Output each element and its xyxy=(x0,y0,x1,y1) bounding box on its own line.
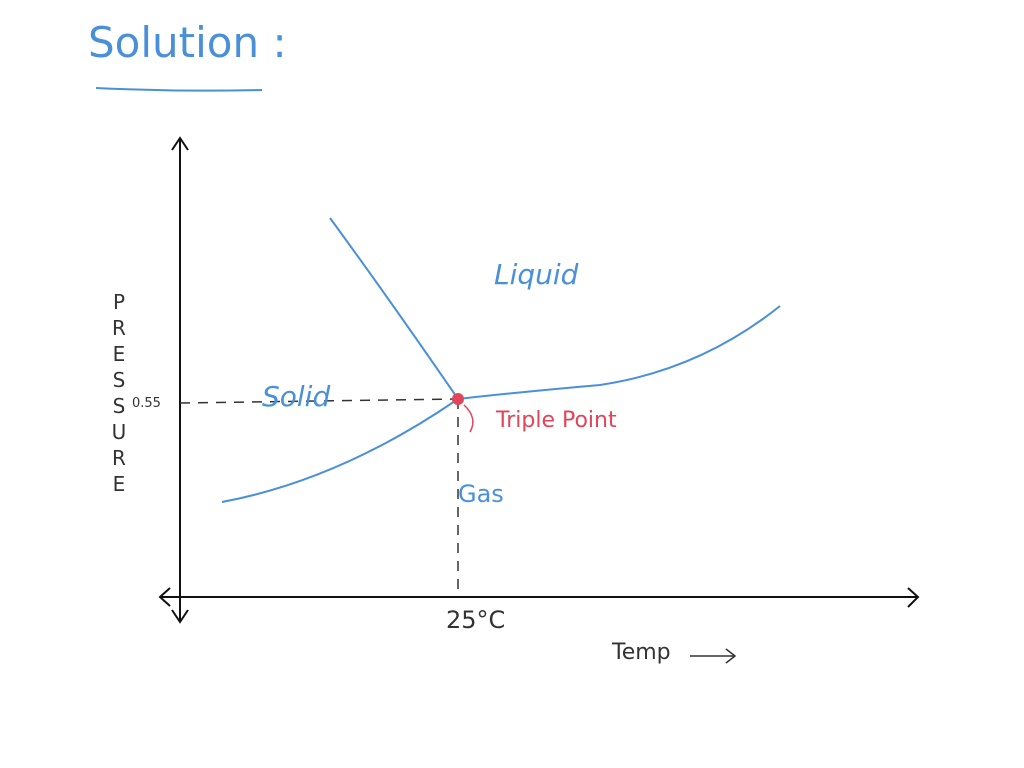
x-axis-arrows xyxy=(158,587,920,608)
y-marker: 0.55 xyxy=(132,396,161,411)
gas-label: Gas xyxy=(458,480,504,508)
title-underline xyxy=(95,87,263,92)
temp-arrow xyxy=(690,648,737,664)
liquid-label: Liquid xyxy=(494,258,579,291)
sublimation-curve xyxy=(221,398,459,503)
y-axis-label: PRESSURE xyxy=(107,290,131,498)
triple-point-label: Triple Point xyxy=(496,408,617,433)
title: Solution : xyxy=(88,18,287,67)
triple-point-pointer xyxy=(463,404,474,433)
fusion-curve xyxy=(329,217,459,400)
y-axis-arrows xyxy=(171,136,189,624)
triple-point xyxy=(452,393,464,405)
x-marker: 25°C xyxy=(446,606,506,634)
vaporization-curve xyxy=(457,305,781,400)
x-axis-label: Temp xyxy=(612,640,671,665)
solid-label: Solid xyxy=(262,380,331,413)
